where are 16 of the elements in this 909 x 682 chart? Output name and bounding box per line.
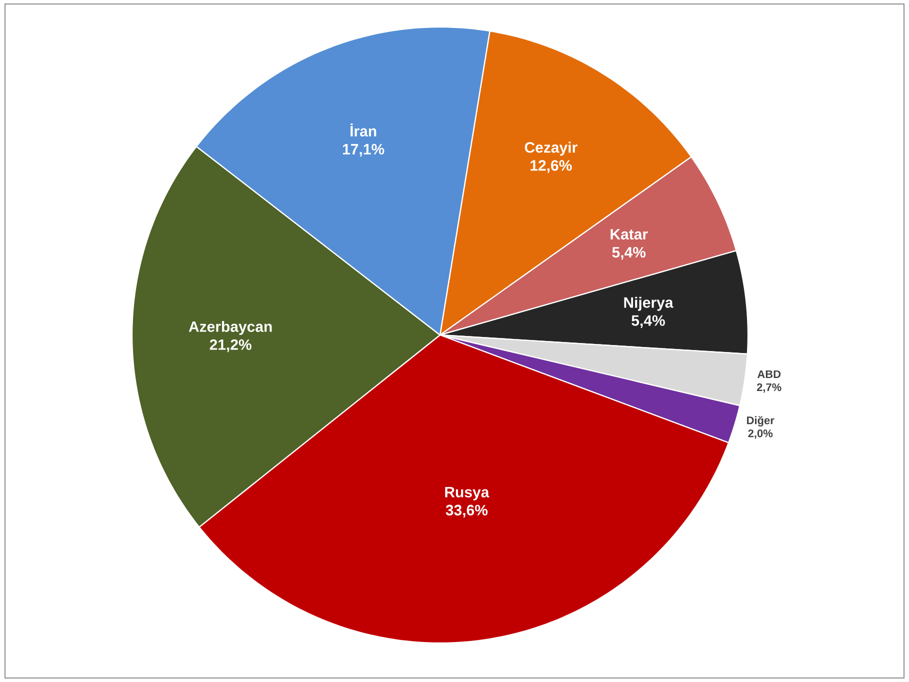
- slice-label: İran: [350, 124, 376, 137]
- slice-label: Rusya: [445, 486, 490, 500]
- slice-label: ABD: [757, 370, 781, 378]
- slice-label: Katar: [610, 229, 648, 240]
- data-label: 21,2%: [210, 339, 252, 352]
- data-label: 17,1%: [342, 144, 384, 157]
- slice-label: Cezayir: [524, 142, 578, 156]
- data-label: 5,4%: [612, 247, 646, 260]
- data-label: 2,7%: [756, 383, 782, 393]
- data-label: 33,6%: [446, 504, 488, 518]
- data-label: 2,0%: [748, 429, 773, 439]
- data-label: 5,4%: [632, 315, 665, 328]
- slice-label: Diğer: [747, 416, 774, 426]
- slice-label: Azerbaycan: [188, 320, 272, 335]
- slice-label: Nijerya: [624, 296, 674, 311]
- data-label: 12,6%: [530, 160, 572, 173]
